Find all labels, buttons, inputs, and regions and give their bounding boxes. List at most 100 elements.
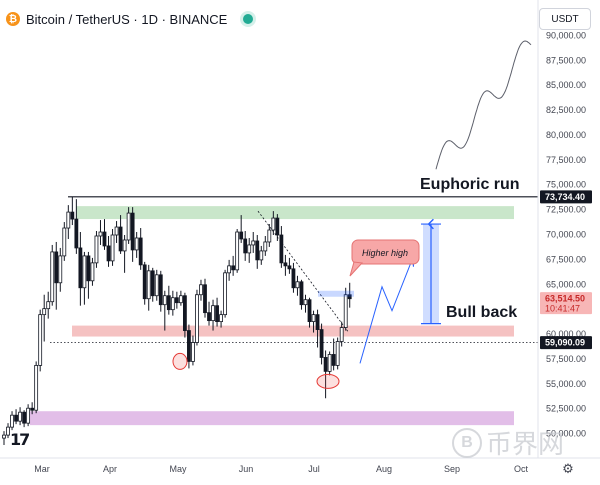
month-tick: Aug	[376, 464, 392, 474]
candle-body	[315, 314, 320, 330]
candle-body	[331, 354, 336, 366]
price-tick: 67,500.00	[546, 254, 586, 264]
candle-body	[150, 270, 155, 297]
candle-body	[227, 265, 232, 274]
candle-body	[54, 251, 59, 284]
candle-body	[22, 411, 27, 424]
candle-body	[275, 217, 280, 236]
market-status-icon	[243, 14, 254, 24]
candle-body	[283, 262, 288, 267]
candle-body	[50, 251, 55, 303]
price-tick: 52,500.00	[546, 404, 586, 414]
currency-button[interactable]: USDT	[539, 8, 591, 30]
candle-body	[219, 314, 223, 323]
projection-path	[359, 260, 412, 364]
symbol-header[interactable]: ₿ Bitcoin / TetherUS · 1D · BINANCE	[6, 8, 254, 30]
price-tick: 85,000.00	[546, 80, 586, 90]
candle-body	[46, 301, 51, 310]
candle-body	[154, 274, 159, 297]
price-label-box	[540, 336, 592, 350]
candle-body	[251, 240, 256, 246]
watermark-text: 币界网	[486, 429, 565, 459]
price-tick: 90,000.00	[546, 30, 586, 40]
symbol-title[interactable]: Bitcoin / TetherUS · 1D · BINANCE	[26, 11, 228, 27]
candle-body	[122, 239, 127, 252]
euphoric-wave	[435, 40, 532, 170]
candle-body	[327, 354, 332, 372]
watermark: B 币界网	[452, 424, 564, 461]
candle-body	[343, 294, 348, 328]
candle-body	[195, 294, 199, 343]
candle-body	[18, 411, 22, 422]
price-tick: 77,500.00	[546, 155, 586, 165]
candle-body	[178, 295, 183, 304]
candle-body	[98, 231, 103, 237]
candle-body	[42, 308, 47, 316]
trendline	[257, 210, 349, 332]
candle-body	[295, 281, 300, 289]
price-tick: 70,000.00	[546, 230, 586, 240]
price-tick: 57,500.00	[546, 354, 586, 364]
candle-body	[339, 327, 344, 342]
candle-body	[255, 240, 260, 261]
gear-icon[interactable]: ⚙	[562, 461, 574, 476]
candles-layer	[2, 196, 352, 446]
candle-body	[30, 407, 35, 411]
candle-body	[74, 218, 79, 249]
price-tick: 55,000.00	[546, 379, 586, 389]
candle-body	[259, 250, 264, 261]
euphoric-run-label: Euphoric run	[420, 176, 520, 193]
time-axis: Mar Apr May Jun Jul Aug Sep Oct	[0, 457, 600, 474]
candle-body	[66, 211, 71, 229]
candle-body	[319, 329, 324, 358]
candle-body	[62, 227, 67, 257]
candle-body	[170, 297, 175, 311]
price-tick: 60,000.00	[546, 329, 586, 339]
candle-body	[271, 217, 276, 231]
candle-body	[223, 272, 228, 316]
price-label-time: 10:41:47	[545, 304, 580, 314]
candle-body	[263, 241, 268, 252]
price-tick: 50,000.00	[546, 429, 586, 439]
candle-body	[82, 255, 87, 289]
bitcoin-icon: ₿	[6, 12, 20, 26]
candle-body	[174, 297, 179, 304]
month-tick: May	[169, 464, 187, 474]
candle-body	[130, 212, 135, 251]
candle-body	[267, 229, 272, 243]
month-tick: Apr	[103, 464, 117, 474]
candle-body	[291, 268, 296, 289]
candle-body	[287, 265, 292, 270]
candle-body	[243, 238, 248, 254]
watermark-icon: B	[452, 427, 482, 458]
candle-body	[94, 235, 99, 264]
candle-body	[231, 265, 236, 271]
candle-body	[203, 284, 207, 314]
candle-body	[58, 255, 63, 284]
price-label-text: 63,514.50	[545, 294, 585, 304]
candle-body	[215, 305, 219, 323]
zones-layer	[30, 206, 514, 426]
higher-high-label: Higher high	[362, 248, 408, 258]
candle-body	[2, 434, 6, 439]
candle-body	[207, 312, 211, 322]
green-resistance-zone	[76, 206, 514, 220]
price-tick: 75,000.00	[546, 180, 586, 190]
month-tick: Jul	[308, 464, 320, 474]
levels-layer	[50, 196, 538, 344]
candle-body	[299, 281, 304, 306]
price-label-text: 59,090.09	[545, 338, 585, 348]
drawings-layer: Euphoric run Bull back Higher high	[172, 40, 532, 389]
candle-body	[347, 294, 352, 300]
candle-body	[211, 305, 215, 322]
price-tick: 80,000.00	[546, 130, 586, 140]
candle-body	[247, 244, 252, 254]
candle-body	[26, 407, 31, 424]
candle-body	[110, 234, 115, 262]
candle-body	[118, 226, 123, 252]
higher-high-pointer	[349, 261, 364, 277]
price-label-box	[540, 190, 592, 204]
candle-body	[323, 357, 328, 372]
